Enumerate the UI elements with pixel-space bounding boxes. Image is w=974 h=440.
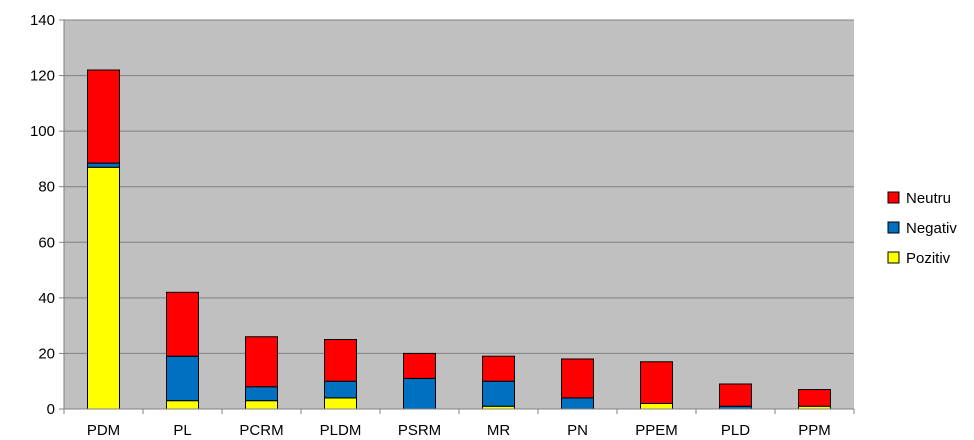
y-tick-label: 100 <box>30 123 55 140</box>
x-tick-label: PSRM <box>398 422 441 439</box>
y-tick-label: 140 <box>30 12 55 29</box>
legend-label-negativ: Negativ <box>906 220 957 237</box>
bar-segment-pozitiv-ppem <box>640 402 673 410</box>
bar-segment-neutru-ppm <box>798 389 831 407</box>
bars <box>87 69 831 410</box>
y-tick-label: 80 <box>38 179 55 196</box>
bar-segment-neutru-ppem <box>640 361 673 404</box>
legend-label-neutru: Neutru <box>906 190 951 207</box>
x-axis-ticks: PDM PL PCRM PLDM PSRM MR PN PPEM PLD PPM <box>63 409 855 439</box>
legend-label-pozitiv: Pozitiv <box>906 250 951 267</box>
bar-segment-negativ-pcrm <box>245 386 278 402</box>
bar-segment-negativ-psrm <box>403 377 436 410</box>
legend-swatch-neutru <box>887 191 900 204</box>
y-tick-label: 20 <box>38 345 55 362</box>
x-tick-label: PCRM <box>239 422 283 439</box>
legend: Neutru Negativ Pozitiv <box>887 190 957 267</box>
y-axis-ticks: 0 20 40 60 80 100 120 140 <box>30 12 64 418</box>
bar-segment-negativ-mr <box>482 380 515 407</box>
bar-segment-neutru-pldm <box>324 339 357 382</box>
bar-segment-neutru-pn <box>561 358 594 399</box>
bar-segment-negativ-pl <box>166 355 199 402</box>
bar-segment-neutru-pdm <box>87 69 120 164</box>
bar-segment-negativ-pn <box>561 397 594 410</box>
bar-segment-neutru-psrm <box>403 352 436 379</box>
x-tick-label: PPEM <box>635 422 678 439</box>
bar-segment-negativ-pdm <box>87 162 120 168</box>
bar-segment-neutru-mr <box>482 355 515 382</box>
bar-segment-pozitiv-pl <box>166 400 199 410</box>
bar-segment-negativ-pldm <box>324 380 357 399</box>
bar-segment-neutru-pl <box>166 291 199 357</box>
x-tick-label: PN <box>567 422 588 439</box>
y-tick-label: 40 <box>38 290 55 307</box>
bar-segment-pozitiv-pldm <box>324 397 357 410</box>
bar-segment-pozitiv-pdm <box>87 166 120 410</box>
x-tick-label: MR <box>487 422 510 439</box>
legend-swatch-pozitiv <box>887 251 900 264</box>
x-tick-label: PLD <box>721 422 750 439</box>
x-tick-label: PL <box>173 422 191 439</box>
legend-swatch-negativ <box>887 221 900 234</box>
x-tick-label: PDM <box>87 422 120 439</box>
x-tick-label: PLDM <box>320 422 362 439</box>
y-tick-label: 120 <box>30 68 55 85</box>
y-tick-label: 60 <box>38 234 55 251</box>
bar-segment-pozitiv-pcrm <box>245 400 278 410</box>
x-tick-label: PPM <box>798 422 831 439</box>
bar-segment-neutru-pld <box>719 383 752 407</box>
bar-segment-neutru-pcrm <box>245 336 278 388</box>
y-tick-label: 0 <box>47 401 55 418</box>
